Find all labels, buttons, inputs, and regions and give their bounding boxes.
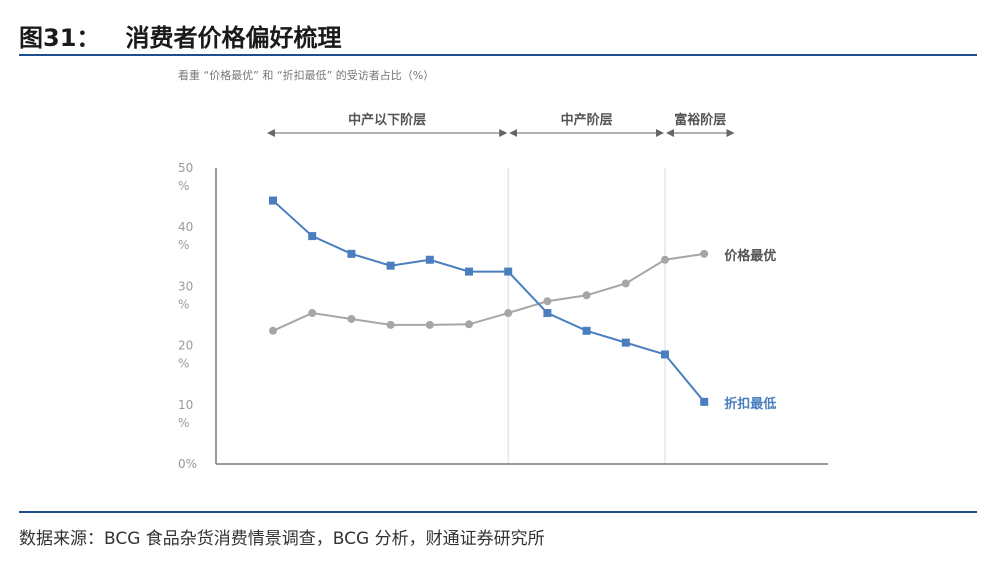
data-point: [661, 255, 669, 264]
figure-source: 数据来源：BCG 食品杂货消费情景调查，BCG 分析，财通证券研究所: [19, 529, 545, 549]
segment-label: 富裕阶层: [674, 112, 726, 128]
data-point: [661, 350, 669, 359]
data-point: [347, 314, 356, 323]
series-label: 价格最优: [724, 248, 776, 264]
segment-brackets: 中产以下阶层 中产阶层 富裕阶层: [267, 112, 735, 137]
series-line: [272, 199, 705, 403]
segment-dividers: [507, 168, 666, 464]
y-axis: 50% 40% 30% 20% 10% 0%: [178, 161, 197, 471]
segment-label: 中产以下阶层: [348, 112, 426, 128]
data-point: [621, 279, 630, 288]
data-point: [386, 261, 395, 270]
data-point: [425, 320, 434, 329]
data-point: [700, 397, 709, 406]
y-tick-unit: %: [178, 416, 189, 430]
y-tick-label: 40: [178, 220, 193, 234]
data-point: [308, 232, 317, 241]
figure-header: 图31： 消费者价格偏好梳理: [19, 14, 977, 56]
data-point: [543, 309, 552, 318]
chart-subtitle: 看重 “价格最优” 和 “折扣最低” 的受访者占比（%）: [178, 68, 434, 82]
y-tick-label: 0%: [178, 457, 197, 471]
data-point: [543, 297, 552, 306]
data-point: [504, 267, 513, 276]
segment-label: 中产阶层: [561, 112, 613, 128]
data-point: [700, 249, 709, 258]
y-tick-label: 20: [178, 339, 193, 353]
series-line: [272, 252, 705, 332]
y-tick-label: 50: [178, 161, 193, 175]
y-tick-label: 30: [178, 279, 193, 293]
series-label: 折扣最低: [724, 396, 776, 412]
data-point: [269, 196, 277, 205]
data-point: [621, 338, 630, 347]
y-tick-unit: %: [178, 238, 189, 252]
data-point: [386, 320, 395, 329]
data-point: [465, 267, 473, 276]
data-point: [504, 309, 513, 318]
data-point: [269, 326, 277, 335]
data-point: [425, 255, 434, 264]
data-point: [582, 326, 591, 335]
footer-divider: [19, 511, 977, 513]
y-tick-label: 10: [178, 398, 193, 412]
y-tick-unit: %: [178, 297, 189, 311]
figure-title: 图31： 消费者价格偏好梳理: [19, 24, 342, 52]
data-point: [582, 291, 591, 300]
data-point: [465, 320, 473, 329]
data-point: [347, 249, 356, 258]
y-tick-unit: %: [178, 179, 189, 193]
y-tick-unit: %: [178, 357, 189, 371]
data-point: [308, 309, 317, 318]
